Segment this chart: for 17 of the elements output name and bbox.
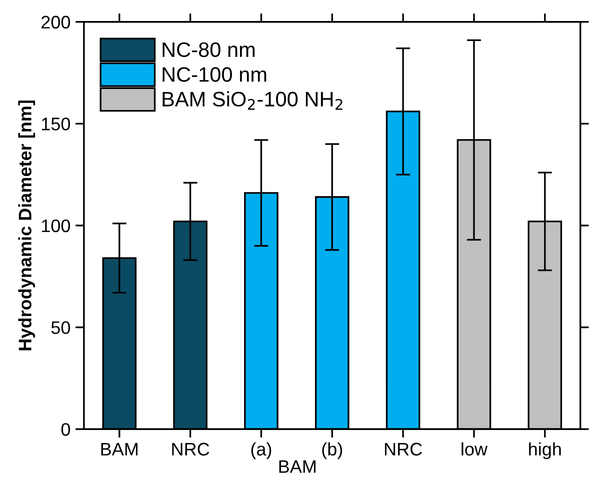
legend-label: NC-100 nm — [162, 67, 266, 82]
legend-label: BAM SiO$_{2}$-100 NH$_{2}$ — [162, 91, 342, 110]
x-tick-label: (b) — [322, 442, 342, 460]
x-axis-title: BAM — [279, 460, 316, 473]
x-tick-label: NRC — [172, 442, 210, 456]
y-tick-label: 50 — [51, 321, 70, 334]
y-tick-label: 0 — [61, 423, 70, 436]
y-tick-label: 100 — [42, 219, 70, 232]
y-axis-title: Hydrodynamic Diameter [nm] — [18, 100, 36, 350]
x-tick-label: high — [529, 442, 561, 460]
legend-label: NC-80 nm — [162, 42, 255, 58]
x-tick-label: (a) — [251, 442, 272, 460]
y-tick-label: 200 — [42, 16, 70, 29]
x-tick-label: low — [462, 442, 488, 456]
y-tick-label: 150 — [42, 118, 70, 130]
x-tick-label: BAM — [101, 442, 138, 456]
x-tick-label: NRC — [384, 442, 422, 456]
